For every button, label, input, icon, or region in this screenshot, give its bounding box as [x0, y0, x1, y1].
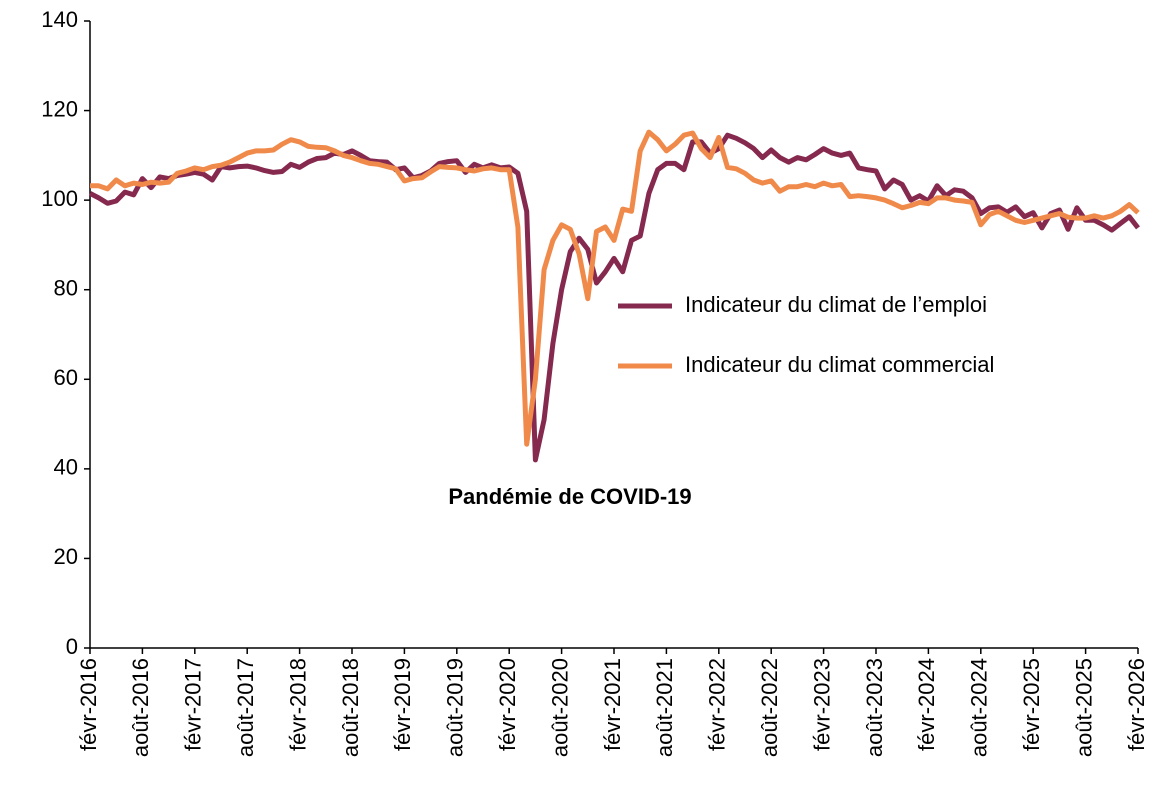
- x-tick-label: févr-2026: [1124, 658, 1149, 751]
- y-tick-label: 0: [66, 634, 78, 659]
- x-tick-label: févr-2019: [390, 658, 415, 751]
- series-line: [88, 132, 1140, 463]
- x-tick-label: févr-2025: [1019, 658, 1044, 751]
- x-tick-label: août-2018: [338, 658, 363, 757]
- x-tick-label: févr-2022: [705, 658, 730, 751]
- x-tick-label: août-2016: [128, 658, 153, 757]
- x-tick-label: août-2017: [233, 658, 258, 757]
- y-tick-label: 40: [54, 455, 78, 480]
- x-tick-label: févr-2016: [76, 658, 101, 751]
- x-tick-label: févr-2018: [285, 658, 310, 751]
- y-tick-label: 20: [54, 544, 78, 569]
- series-line: [90, 129, 1140, 447]
- x-tick-label: août-2022: [757, 658, 782, 757]
- y-tick-label: 140: [41, 7, 78, 32]
- x-tick-label: févr-2024: [914, 658, 939, 751]
- y-tick-label: 60: [54, 365, 78, 390]
- x-tick-label: août-2025: [1071, 658, 1096, 757]
- x-tick-label: févr-2017: [181, 658, 206, 751]
- x-tick-label: août-2023: [862, 658, 887, 757]
- x-tick-label: août-2024: [967, 658, 992, 757]
- legend-label: Indicateur du climat de l’emploi: [685, 292, 987, 317]
- x-tick-label: août-2021: [652, 658, 677, 757]
- x-tick-label: août-2020: [547, 658, 572, 757]
- y-tick-label: 80: [54, 276, 78, 301]
- y-tick-label: 120: [41, 96, 78, 121]
- x-tick-label: févr-2020: [495, 658, 520, 751]
- y-tick-label: 100: [41, 186, 78, 211]
- x-tick-label: août-2019: [443, 658, 468, 757]
- x-tick-label: févr-2021: [600, 658, 625, 751]
- x-tick-label: févr-2023: [809, 658, 834, 751]
- annotation: Pandémie de COVID-19: [448, 484, 691, 509]
- legend-label: Indicateur du climat commercial: [685, 352, 994, 377]
